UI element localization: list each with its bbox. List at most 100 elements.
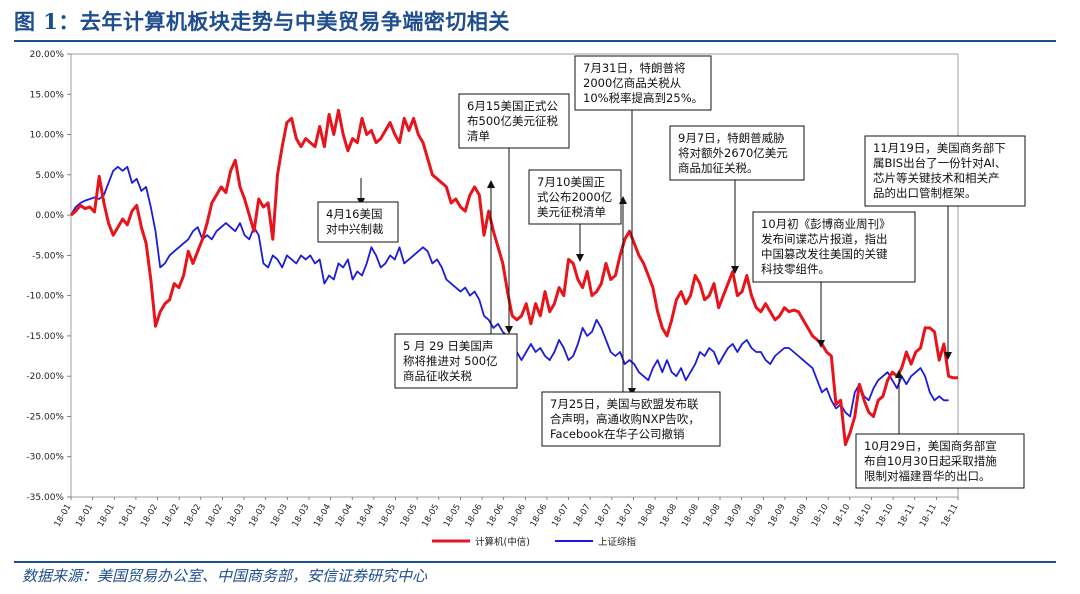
x-tick-label: 18-11 [940, 503, 961, 529]
annotation-text: 发布间谍芯片报道，指出 [761, 232, 888, 246]
y-tick-label: 5.00% [35, 171, 64, 181]
title-rule [14, 40, 1056, 42]
annotation-text: 限制对福建晋华的出口。 [864, 469, 991, 483]
annotation-box [528, 169, 622, 225]
annotation-text: 9月7日，特朗普威胁 [678, 131, 785, 145]
x-tick-label: 18-04 [355, 503, 376, 529]
x-tick-label: 18-09 [788, 503, 809, 529]
annotation-text: 芯片等关键技术和相关产 [873, 171, 1000, 185]
x-tick-label: 18-10 [853, 503, 874, 529]
x-tick-label: 18-07 [572, 503, 593, 529]
annotation-text: 清单 [467, 129, 490, 143]
legend-label-shanghai: 上证综指 [598, 536, 637, 548]
x-tick-label: 18-06 [529, 503, 550, 529]
x-tick-label: 18-05 [377, 503, 398, 529]
series-line-computer [70, 108, 958, 447]
x-tick-label: 18-06 [507, 503, 528, 529]
y-tick-label: -5.00% [32, 251, 64, 261]
y-tick-label: -20.00% [26, 372, 64, 382]
x-tick-label: 18-06 [485, 503, 506, 529]
x-tick-label: 18-01 [96, 503, 117, 529]
y-tick-label: -10.00% [26, 292, 64, 302]
x-tick-label: 18-10 [831, 503, 852, 529]
legend-label-computer: 计算机(中信) [475, 536, 530, 548]
annotation-text: 4月16美国 [326, 207, 382, 221]
x-tick-label: 18-05 [420, 503, 441, 529]
x-tick-label: 18-08 [658, 503, 679, 529]
x-tick-label: 18-07 [593, 503, 614, 529]
annotation-text: 属BIS出台了一份针对AI、 [873, 156, 1006, 170]
annotation-text: 5 月 29 日美国声 [403, 339, 493, 353]
x-tick-label: 18-03 [291, 503, 312, 529]
x-tick-label: 18-09 [723, 503, 744, 529]
annotation-text: 7月25日，美国与欧盟发布联 [550, 397, 699, 411]
annotation-text: 11月19日，美国商务部下 [873, 141, 1006, 155]
x-tick-label: 18-01 [74, 503, 95, 529]
y-tick-label: 0.00% [35, 211, 64, 221]
annotation-text: 品的出口管制框架。 [873, 186, 977, 200]
x-tick-label: 18-09 [767, 503, 788, 529]
annotation-box [669, 125, 805, 181]
y-tick-label: -25.00% [26, 412, 64, 422]
x-tick-label: 18-02 [161, 503, 182, 529]
annotation-text: 10月29日，美国商务部宣 [864, 439, 997, 453]
annotation-text: 10%税率提高到25%。 [583, 91, 703, 105]
annotation-text: 10月初《彭博商业周刊》 [761, 217, 891, 231]
x-tick-label: 18-10 [810, 503, 831, 529]
annotation-text: 中国篡改发往美国的关键 [761, 247, 888, 261]
x-tick-label: 18-09 [745, 503, 766, 529]
x-tick-label: 18-03 [269, 503, 290, 529]
annotation-text: 6月15美国正式公 [467, 99, 558, 113]
x-tick-label: 18-04 [334, 503, 355, 529]
x-tick-label: 18-03 [247, 503, 268, 529]
y-tick-label: -35.00% [26, 493, 64, 503]
x-tick-label: 18-02 [204, 503, 225, 529]
annotation-text: 将对额外2670亿美元 [678, 146, 788, 160]
annotation-box [752, 211, 916, 283]
plot-frame [70, 53, 959, 498]
annotation-text: 7月10美国正 [537, 175, 605, 189]
x-tick-label: 18-07 [615, 503, 636, 529]
annotation-text: 7月31日，特朗普将 [583, 61, 685, 75]
annotation-box [317, 201, 399, 243]
figure-title: 图 1：去年计算机板块走势与中美贸易争端密切相关 [14, 9, 510, 34]
annotation-box [574, 55, 712, 111]
annotation-text: 对中兴制裁 [326, 222, 384, 236]
x-tick-label: 18-08 [680, 503, 701, 529]
x-tick-label: 18-03 [226, 503, 247, 529]
annotation-text: 商品加征关税。 [678, 161, 759, 175]
annotation-text: 商品征收关税 [403, 369, 472, 383]
annotation-box [394, 333, 518, 389]
x-tick-label: 18-05 [442, 503, 463, 529]
y-tick-label: 20.00% [30, 50, 65, 60]
annotation-text: 美元征税清单 [537, 205, 606, 219]
y-tick-label: -30.00% [26, 453, 64, 463]
y-tick-label: 15.00% [30, 90, 65, 100]
source-rule [14, 561, 1056, 563]
x-tick-label: 18-02 [139, 503, 160, 529]
annotation-box [541, 391, 721, 447]
annotation-text: 布自10月30日起采取措施 [864, 454, 997, 468]
x-tick-label: 18-01 [117, 503, 138, 529]
y-tick-label: -15.00% [26, 332, 64, 342]
y-tick-label: 10.00% [30, 131, 65, 141]
annotation-box [458, 93, 570, 149]
x-tick-label: 18-05 [399, 503, 420, 529]
annotation-box [855, 433, 1025, 489]
x-tick-label: 18-04 [312, 503, 333, 529]
x-tick-label: 18-08 [637, 503, 658, 529]
x-tick-label: 18-06 [464, 503, 485, 529]
x-tick-label: 18-07 [550, 503, 571, 529]
x-tick-label: 18-02 [182, 503, 203, 529]
x-tick-label: 18-11 [918, 503, 939, 529]
x-tick-label: 18-01 [53, 503, 74, 529]
source-note: 数据来源：美国贸易办公室、中国商务部，安信证券研究中心 [22, 567, 428, 585]
annotation-text: Facebook在华子公司撤销 [550, 427, 685, 441]
annotation-text: 2000亿商品关税从 [583, 76, 682, 90]
annotation-text: 布500亿美元征税 [467, 114, 558, 128]
annotation-text: 科技零组件。 [761, 262, 830, 276]
annotation-box [864, 135, 1026, 207]
x-tick-label: 18-08 [702, 503, 723, 529]
x-tick-label: 18-10 [875, 503, 896, 529]
